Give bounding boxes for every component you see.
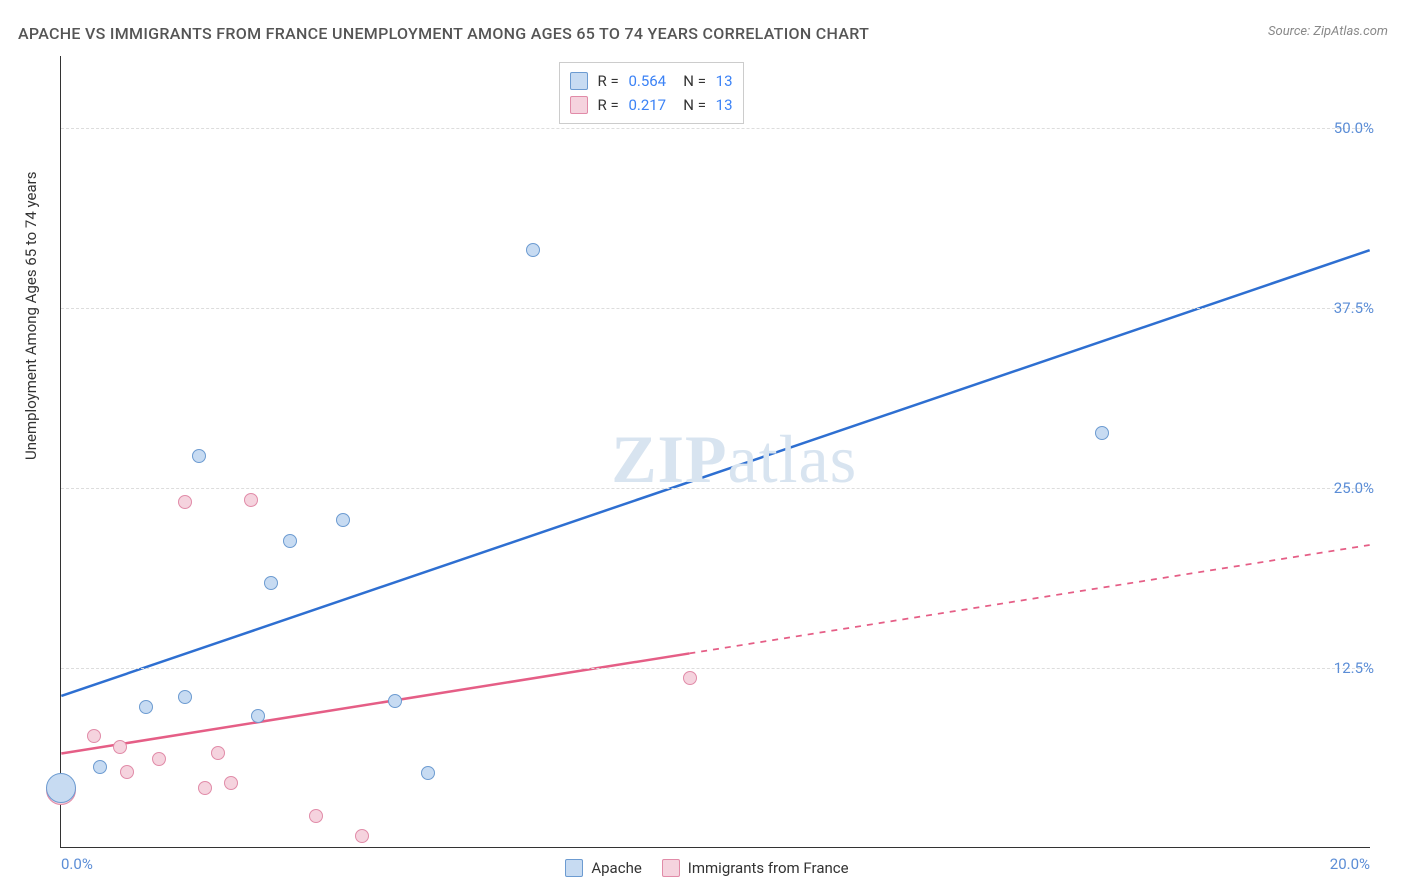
gridline bbox=[61, 668, 1370, 669]
point-france bbox=[178, 495, 192, 509]
trend-lines-layer bbox=[61, 56, 1370, 847]
legend-stats: R = 0.564 N = 13 R = 0.217 N = 13 bbox=[559, 62, 744, 124]
point-apache bbox=[526, 243, 540, 257]
legend-series-item-france: Immigrants from France bbox=[662, 859, 849, 877]
legend-series-item-apache: Apache bbox=[565, 859, 641, 877]
point-france bbox=[120, 765, 134, 779]
legend-swatch bbox=[662, 859, 680, 877]
legend-series: Apache Immigrants from France bbox=[565, 859, 848, 877]
y-tick-label: 12.5% bbox=[1334, 659, 1374, 677]
plot-area: ZIPatlas 12.5%25.0%37.5%50.0%0.0%20.0% R… bbox=[60, 56, 1370, 848]
point-france bbox=[244, 493, 258, 507]
gridline bbox=[61, 308, 1370, 309]
legend-stats-row-france: R = 0.217 N = 13 bbox=[570, 93, 733, 117]
point-apache bbox=[421, 766, 435, 780]
point-france bbox=[211, 746, 225, 760]
gridline bbox=[61, 128, 1370, 129]
y-tick-label: 50.0% bbox=[1334, 119, 1374, 137]
source-label: Source: ZipAtlas.com bbox=[1268, 24, 1388, 39]
legend-swatch bbox=[565, 859, 583, 877]
point-apache bbox=[283, 534, 297, 548]
legend-r-label: R = bbox=[594, 72, 623, 90]
point-apache bbox=[388, 694, 402, 708]
point-apache bbox=[178, 690, 192, 704]
legend-n-label: N = bbox=[672, 72, 710, 90]
point-apache bbox=[139, 700, 153, 714]
point-apache bbox=[264, 576, 278, 590]
point-france bbox=[224, 776, 238, 790]
point-france bbox=[113, 740, 127, 754]
chart-title: APACHE VS IMMIGRANTS FROM FRANCE UNEMPLO… bbox=[18, 24, 869, 43]
legend-r-value: 0.564 bbox=[628, 72, 666, 90]
point-apache bbox=[1095, 426, 1109, 440]
point-apache bbox=[46, 773, 76, 803]
y-tick-label: 25.0% bbox=[1334, 479, 1374, 497]
trend-line-apache bbox=[61, 250, 1369, 696]
point-apache bbox=[336, 513, 350, 527]
legend-stats-row-apache: R = 0.564 N = 13 bbox=[570, 69, 733, 93]
point-apache bbox=[192, 449, 206, 463]
point-france bbox=[683, 671, 697, 685]
legend-swatch bbox=[570, 96, 588, 114]
legend-r-label: R = bbox=[594, 96, 623, 114]
legend-series-name: Immigrants from France bbox=[688, 859, 849, 877]
point-france bbox=[309, 809, 323, 823]
gridline bbox=[61, 488, 1370, 489]
point-apache bbox=[251, 709, 265, 723]
point-france bbox=[152, 752, 166, 766]
legend-r-value: 0.217 bbox=[628, 96, 666, 114]
x-tick-label: 20.0% bbox=[1330, 855, 1370, 873]
legend-series-name: Apache bbox=[591, 859, 641, 877]
trend-line-france-extrapolated bbox=[689, 545, 1369, 653]
legend-n-value: 13 bbox=[716, 96, 733, 114]
y-tick-label: 37.5% bbox=[1334, 299, 1374, 317]
x-tick-label: 0.0% bbox=[61, 855, 93, 873]
legend-n-label: N = bbox=[672, 96, 710, 114]
y-axis-label: Unemployment Among Ages 65 to 74 years bbox=[22, 172, 40, 460]
point-apache bbox=[93, 760, 107, 774]
point-france bbox=[87, 729, 101, 743]
point-france bbox=[198, 781, 212, 795]
legend-n-value: 13 bbox=[716, 72, 733, 90]
legend-swatch bbox=[570, 72, 588, 90]
point-france bbox=[355, 829, 369, 843]
